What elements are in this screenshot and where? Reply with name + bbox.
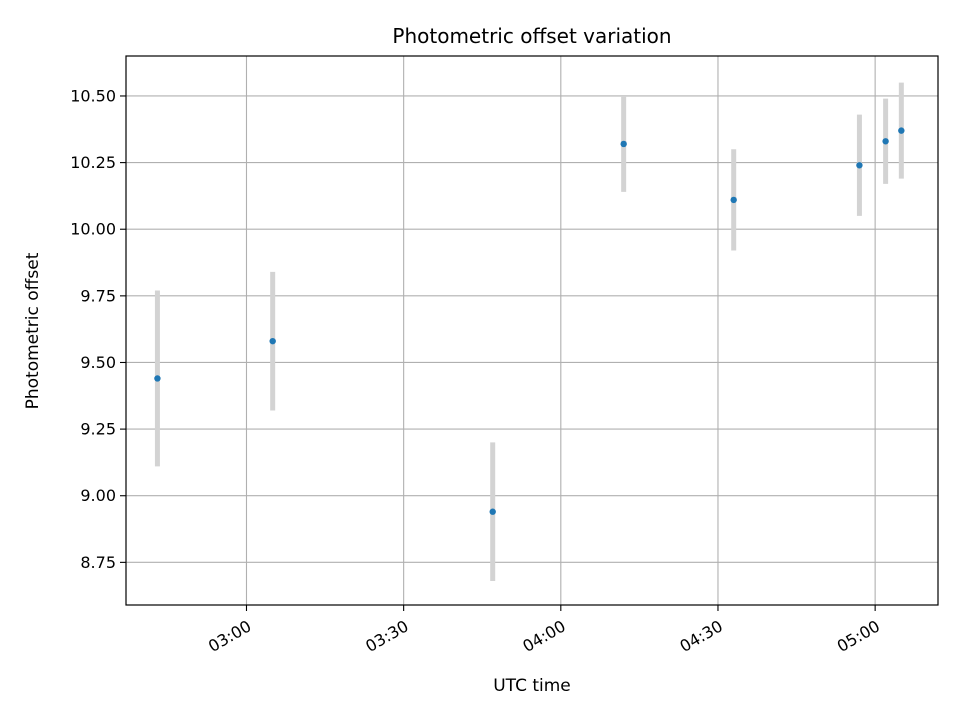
y-axis-title: Photometric offset	[23, 252, 43, 409]
data-point	[154, 375, 161, 382]
x-tick-label: 03:30	[362, 616, 411, 656]
data-point	[489, 508, 496, 515]
grid	[126, 56, 938, 605]
data-point	[269, 337, 276, 345]
x-axis-title: UTC time	[493, 676, 571, 696]
y-tick-label: 10.00	[70, 220, 116, 239]
y-tick-label: 9.75	[80, 286, 116, 305]
x-tick-label: 03:00	[205, 616, 254, 656]
x-tick-label: 04:30	[677, 616, 726, 656]
data-point	[620, 140, 627, 148]
y-tick-label: 8.75	[80, 553, 116, 572]
data-points	[154, 127, 905, 515]
y-axis: 8.75 9.00 9.25 9.50 9.75 10.00 10.25 10.50	[70, 86, 126, 572]
x-tick-label: 04:00	[519, 616, 568, 656]
chart-title: Photometric offset variation	[392, 24, 671, 48]
y-tick-label: 9.50	[80, 353, 116, 372]
y-tick-label: 10.50	[70, 86, 116, 105]
x-tick-label: 05:00	[834, 616, 883, 656]
data-point	[882, 138, 889, 145]
data-point	[898, 127, 905, 134]
error-bars	[154, 82, 904, 582]
plot-frame	[125, 55, 939, 606]
y-tick-label: 9.00	[80, 486, 116, 505]
y-tick-label: 10.25	[70, 153, 116, 172]
x-axis: 03:00 03:30 04:00 04:30 05:00	[205, 605, 883, 656]
y-tick-label: 9.25	[80, 420, 116, 439]
data-point	[730, 196, 737, 204]
data-point	[856, 162, 863, 169]
